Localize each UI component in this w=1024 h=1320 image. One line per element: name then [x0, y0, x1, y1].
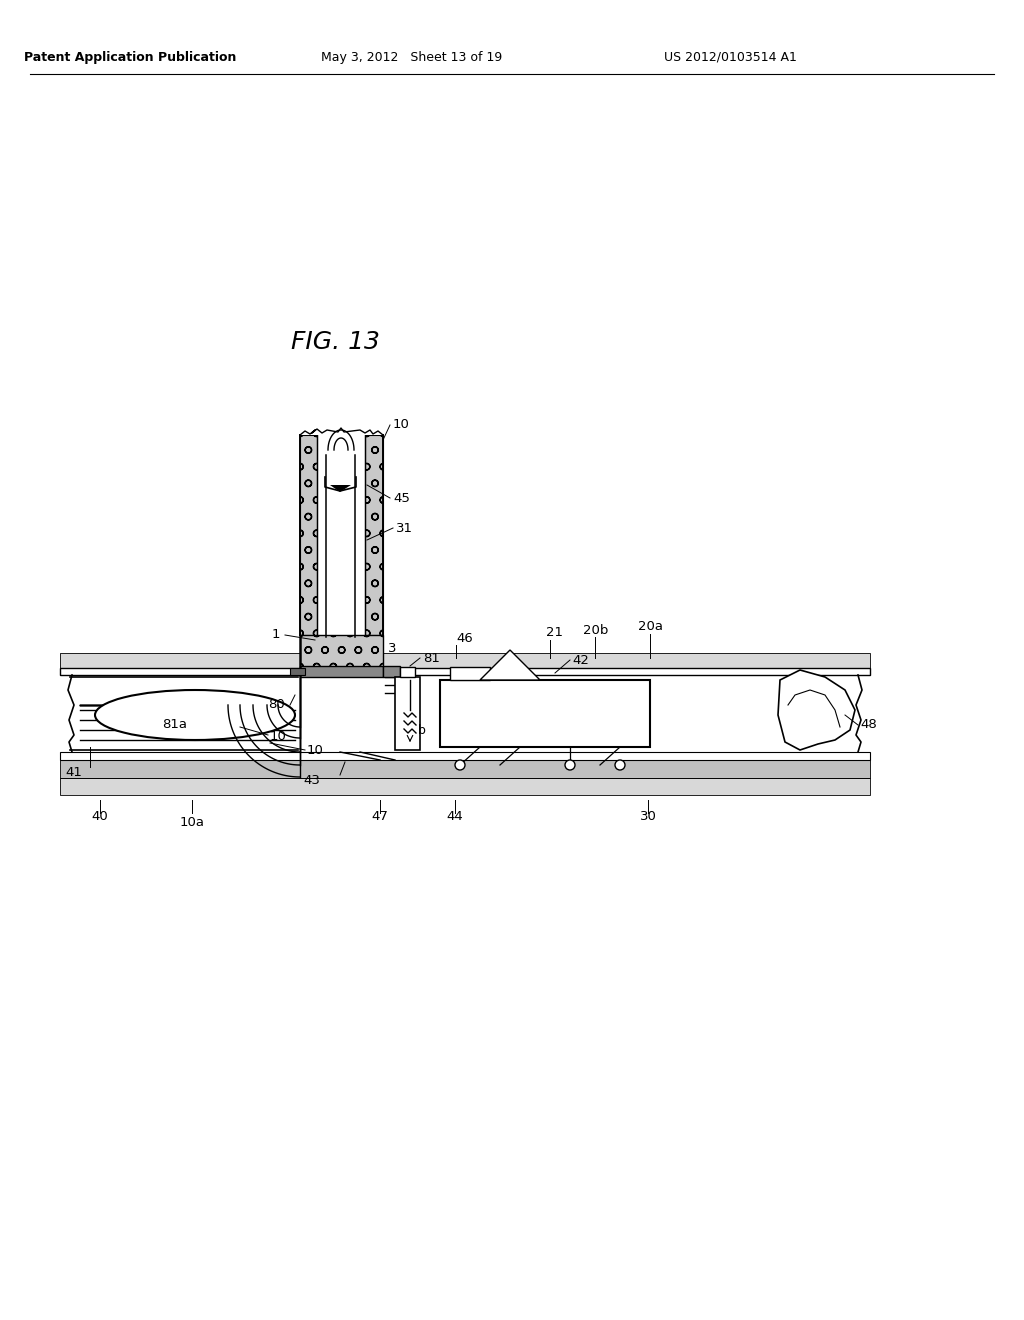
Polygon shape	[300, 428, 383, 436]
Text: 42: 42	[572, 653, 589, 667]
Text: 21: 21	[546, 627, 563, 639]
Text: 41: 41	[66, 766, 82, 779]
Bar	[400, 667, 415, 677]
Bar	[60, 760, 870, 777]
Text: 43: 43	[303, 774, 319, 787]
Polygon shape	[480, 649, 540, 680]
Text: 81a: 81a	[163, 718, 187, 731]
Bar	[60, 777, 870, 795]
Bar	[440, 680, 650, 747]
Text: b: b	[418, 723, 426, 737]
Ellipse shape	[95, 690, 295, 741]
Circle shape	[455, 760, 465, 770]
Polygon shape	[330, 484, 351, 492]
Text: FIG. 13: FIG. 13	[291, 330, 380, 354]
Text: Patent Application Publication: Patent Application Publication	[24, 50, 237, 63]
Bar	[383, 653, 870, 668]
Bar	[60, 777, 870, 795]
Polygon shape	[778, 671, 855, 750]
Text: 45: 45	[393, 491, 410, 504]
Bar	[290, 668, 305, 675]
Text: 20b: 20b	[583, 623, 608, 636]
Bar	[450, 667, 490, 680]
Bar	[383, 667, 400, 677]
Bar	[395, 677, 420, 750]
Bar	[60, 668, 300, 675]
Bar	[60, 653, 300, 668]
Bar	[365, 436, 383, 635]
Bar	[383, 668, 870, 675]
Text: 46: 46	[456, 631, 473, 644]
Text: 10: 10	[270, 730, 287, 742]
Text: May 3, 2012   Sheet 13 of 19: May 3, 2012 Sheet 13 of 19	[322, 50, 503, 63]
Text: 30: 30	[640, 810, 656, 824]
Text: 3: 3	[388, 642, 396, 655]
Text: 10: 10	[307, 744, 324, 758]
Text: 48: 48	[860, 718, 877, 731]
Bar	[300, 635, 383, 675]
Text: 10a: 10a	[179, 817, 205, 829]
Bar	[300, 436, 317, 635]
Text: 40: 40	[91, 810, 109, 824]
Text: US 2012/0103514 A1: US 2012/0103514 A1	[664, 50, 797, 63]
Text: 47: 47	[372, 810, 388, 824]
Text: 44: 44	[446, 810, 464, 824]
Text: 20a: 20a	[638, 620, 663, 634]
Bar	[60, 668, 300, 675]
Bar	[60, 653, 300, 668]
Circle shape	[565, 760, 575, 770]
Text: 81: 81	[423, 652, 440, 664]
Text: 80: 80	[268, 698, 285, 711]
Bar	[383, 653, 870, 668]
Text: 10: 10	[393, 418, 410, 432]
Circle shape	[615, 760, 625, 770]
Bar	[60, 752, 870, 760]
Text: 31: 31	[396, 521, 413, 535]
Text: 1: 1	[271, 628, 280, 642]
Bar	[300, 667, 383, 677]
Bar	[383, 668, 870, 675]
